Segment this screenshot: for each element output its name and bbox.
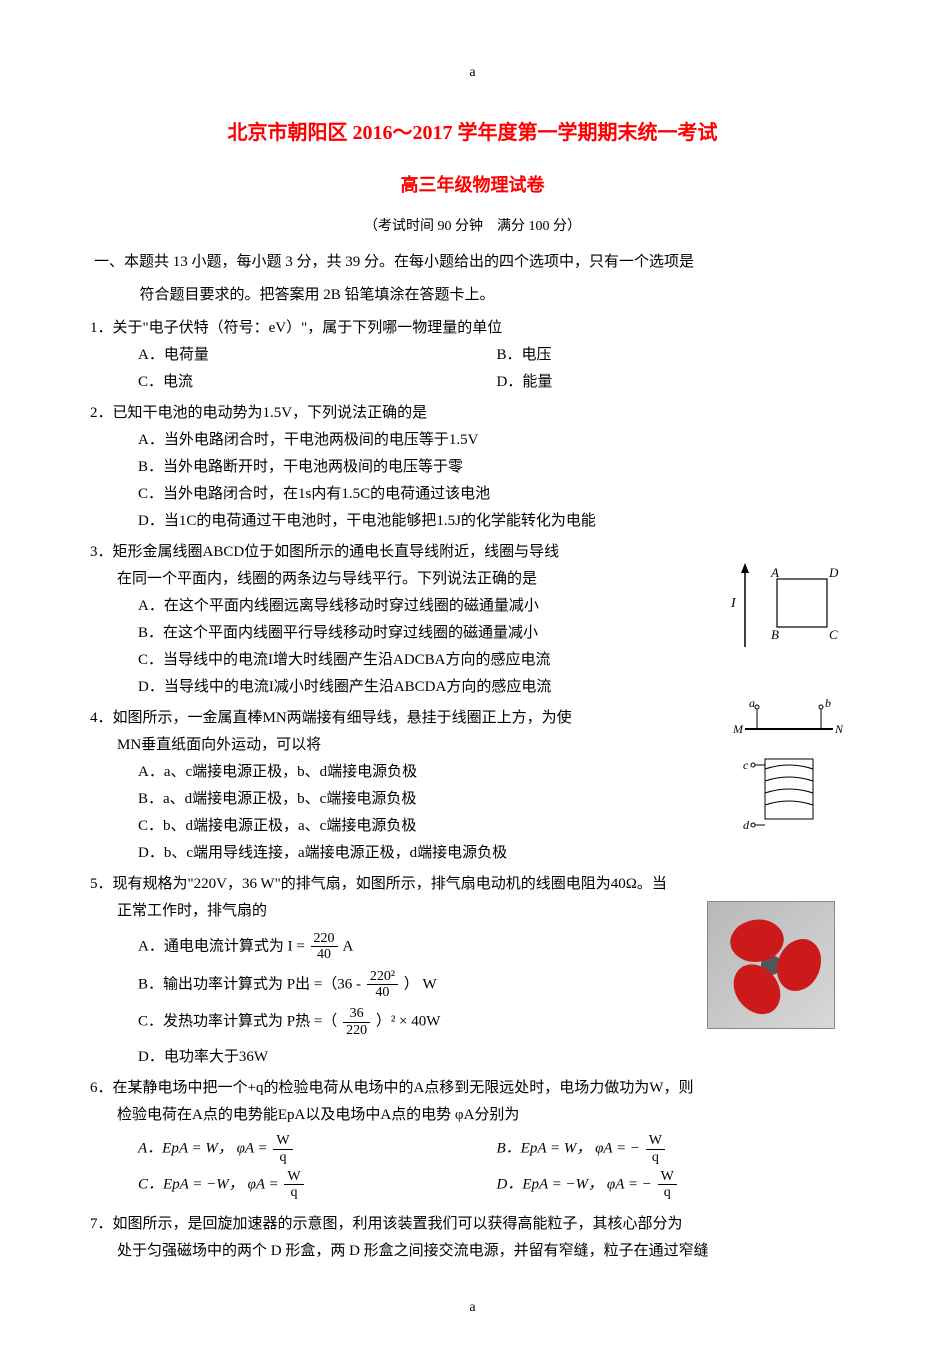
question-2: 2．已知干电池的电动势为1.5V，下列说法正确的是 A．当外电路闭合时，干电池两… <box>90 400 855 535</box>
q4-option-a: A．a、c端接电源正极，b、d端接电源负极 <box>138 759 705 786</box>
q5-option-c: C．发热功率计算式为 P热 =（ 36220 ）² × 40W <box>138 1006 685 1038</box>
q4-figure: a b M N c d <box>725 699 845 859</box>
q5-figure-fan <box>707 901 835 1029</box>
coil-rod-diagram-icon: a b M N c d <box>725 699 845 849</box>
fig-label-b: b <box>825 699 831 710</box>
exam-title-main: 北京市朝阳区 2016～2017 学年度第一学期期末统一考试 <box>90 115 855 151</box>
q7-stem-line2: 处于匀强磁场中的两个 D 形盒，两 D 形盒之间接交流电源，并留有窄缝，粒子在通… <box>90 1238 855 1265</box>
q4-option-b: B．a、d端接电源正极，b、c端接电源负极 <box>138 786 705 813</box>
q3-figure: I A D B C <box>725 557 845 667</box>
fig-label-C: C <box>829 627 838 642</box>
fig-label-D: D <box>828 565 839 580</box>
q6-stem-line1: 6．在某静电场中把一个+q的检验电荷从电场中的A点移到无限远处时，电场力做功为W… <box>90 1075 855 1102</box>
question-4: 4．如图所示，一金属直棒MN两端接有细导线，悬挂于线圈正上方，为使 MN垂直纸面… <box>90 705 855 867</box>
q5-option-d: D．电功率大于36W <box>138 1044 685 1071</box>
fan-icon <box>716 910 826 1020</box>
q1-option-c: C．电流 <box>138 369 497 396</box>
q4-option-d: D．b、c端用导线连接，a端接电源正极，d端接电源负极 <box>138 840 705 867</box>
q6d-num: W <box>658 1169 677 1185</box>
fig-label-A: A <box>770 565 779 580</box>
q1-option-b: B．电压 <box>497 342 856 369</box>
exam-title-sub: 高三年级物理试卷 <box>90 169 855 201</box>
page-footer-label: a <box>90 1295 855 1320</box>
fig-label-M: M <box>732 722 744 736</box>
q5a-post: A <box>342 938 353 954</box>
q1-stem: 1．关于"电子伏特（符号：eV）"，属于下列哪一物理量的单位 <box>90 315 855 342</box>
q6a-num: W <box>273 1133 292 1149</box>
q5-stem-line1: 5．现有规格为"220V，36 W"的排气扇，如图所示，排气扇电动机的线圈电阻为… <box>90 871 685 898</box>
q5-stem-line2: 正常工作时，排气扇的 <box>90 898 685 925</box>
question-6: 6．在某静电场中把一个+q的检验电荷从电场中的A点移到无限远处时，电场力做功为W… <box>90 1075 855 1201</box>
q5a-num: 220 <box>311 931 338 947</box>
q1-option-d: D．能量 <box>497 369 856 396</box>
q6-option-a: A．EpA = W， φA = Wq <box>138 1133 497 1165</box>
question-5: 5．现有规格为"220V，36 W"的排气扇，如图所示，排气扇电动机的线圈电阻为… <box>90 871 855 1071</box>
section-intro-line1: 一、本题共 13 小题，每小题 3 分，共 39 分。在每小题给出的四个选项中，… <box>108 249 855 276</box>
q5-option-b: B．输出功率计算式为 P出 =（36 - 220²40 ） W <box>138 969 685 1001</box>
q4-stem-line1: 4．如图所示，一金属直棒MN两端接有细导线，悬挂于线圈正上方，为使 <box>90 705 705 732</box>
q6d-den: q <box>658 1185 677 1200</box>
q6d-phi-pre: φA = − <box>607 1176 656 1192</box>
q5-option-a: A．通电电流计算式为 I = 22040 A <box>138 931 685 963</box>
fig-label-B: B <box>771 627 779 642</box>
question-3: 3．矩形金属线圈ABCD位于如图所示的通电长直导线附近，线圈与导线 在同一个平面… <box>90 539 855 701</box>
fig-label-c: c <box>743 758 749 772</box>
q3-stem-line2: 在同一个平面内，线圈的两条边与导线平行。下列说法正确的是 <box>90 566 705 593</box>
q6c-e: C．EpA = −W， <box>138 1176 244 1192</box>
q6c-num: W <box>284 1169 303 1185</box>
q6b-num: W <box>646 1133 665 1149</box>
q1-option-a: A．电荷量 <box>138 342 497 369</box>
q6b-e: B．EpA = W， <box>497 1140 592 1156</box>
q6-option-c: C．EpA = −W， φA = Wq <box>138 1169 497 1201</box>
section-intro-line2: 符合题目要求的。把答案用 2B 铅笔填涂在答题卡上。 <box>108 282 855 309</box>
q5b-den: 40 <box>367 985 398 1000</box>
q6c-den: q <box>284 1185 303 1200</box>
q2-option-d: D．当1C的电荷通过干电池时，干电池能够把1.5J的化学能转化为电能 <box>138 508 855 535</box>
q6-option-b: B．EpA = W， φA = − Wq <box>497 1133 856 1165</box>
q5b-post: ） W <box>404 976 437 992</box>
q6-stem-line2: 检验电荷在A点的电势能EpA以及电场中A点的电势 φA分别为 <box>90 1102 855 1129</box>
q6c-phi-pre: φA = <box>248 1176 283 1192</box>
q5a-pre: A．通电电流计算式为 I = <box>138 938 305 954</box>
fig-label-a: a <box>749 699 755 710</box>
q4-option-c: C．b、d端接电源正极，a、c端接电源负极 <box>138 813 705 840</box>
q5c-num: 36 <box>343 1006 370 1022</box>
q5c-pre: C．发热功率计算式为 P热 =（ <box>138 1014 337 1030</box>
page-header-label: a <box>90 60 855 85</box>
q6d-e: D．EpA = −W， <box>497 1176 604 1192</box>
q3-option-b: B．在这个平面内线圈平行导线移动时穿过线圈的磁通量减小 <box>138 620 705 647</box>
q5c-post: ）² × 40W <box>376 1014 441 1030</box>
question-1: 1．关于"电子伏特（符号：eV）"，属于下列哪一物理量的单位 A．电荷量 B．电… <box>90 315 855 396</box>
exam-time-score: （考试时间 90 分钟 满分 100 分） <box>90 214 855 239</box>
q2-option-c: C．当外电路闭合时，在1s内有1.5C的电荷通过该电池 <box>138 481 855 508</box>
q6a-phi-pre: φA = <box>237 1140 272 1156</box>
question-7: 7．如图所示，是回旋加速器的示意图，利用该装置我们可以获得高能粒子，其核心部分为… <box>90 1211 855 1265</box>
q6b-den: q <box>646 1150 665 1165</box>
q3-stem-line1: 3．矩形金属线圈ABCD位于如图所示的通电长直导线附近，线圈与导线 <box>90 539 705 566</box>
q3-option-c: C．当导线中的电流I增大时线圈产生沿ADCBA方向的感应电流 <box>138 647 705 674</box>
fig-label-I: I <box>730 596 737 611</box>
wire-loop-diagram-icon: I A D B C <box>725 557 845 657</box>
q2-option-b: B．当外电路断开时，干电池两极间的电压等于零 <box>138 454 855 481</box>
q3-option-d: D．当导线中的电流I减小时线圈产生沿ABCDA方向的感应电流 <box>138 674 705 701</box>
q5b-pre: B．输出功率计算式为 P出 =（36 - <box>138 976 365 992</box>
q5b-num: 220² <box>367 969 398 985</box>
q7-stem-line1: 7．如图所示，是回旋加速器的示意图，利用该装置我们可以获得高能粒子，其核心部分为 <box>90 1211 855 1238</box>
fig-label-N: N <box>834 722 844 736</box>
q6b-phi-pre: φA = − <box>595 1140 644 1156</box>
q3-option-a: A．在这个平面内线圈远离导线移动时穿过线圈的磁通量减小 <box>138 593 705 620</box>
q5c-den: 220 <box>343 1023 370 1038</box>
q5a-den: 40 <box>311 947 338 962</box>
q6a-den: q <box>273 1150 292 1165</box>
q2-option-a: A．当外电路闭合时，干电池两极间的电压等于1.5V <box>138 427 855 454</box>
q4-stem-line2: MN垂直纸面向外运动，可以将 <box>90 732 705 759</box>
q6a-e: A．EpA = W， <box>138 1140 233 1156</box>
q2-stem: 2．已知干电池的电动势为1.5V，下列说法正确的是 <box>90 400 855 427</box>
q6-option-d: D．EpA = −W， φA = − Wq <box>497 1169 856 1201</box>
fig-label-d: d <box>743 818 750 832</box>
